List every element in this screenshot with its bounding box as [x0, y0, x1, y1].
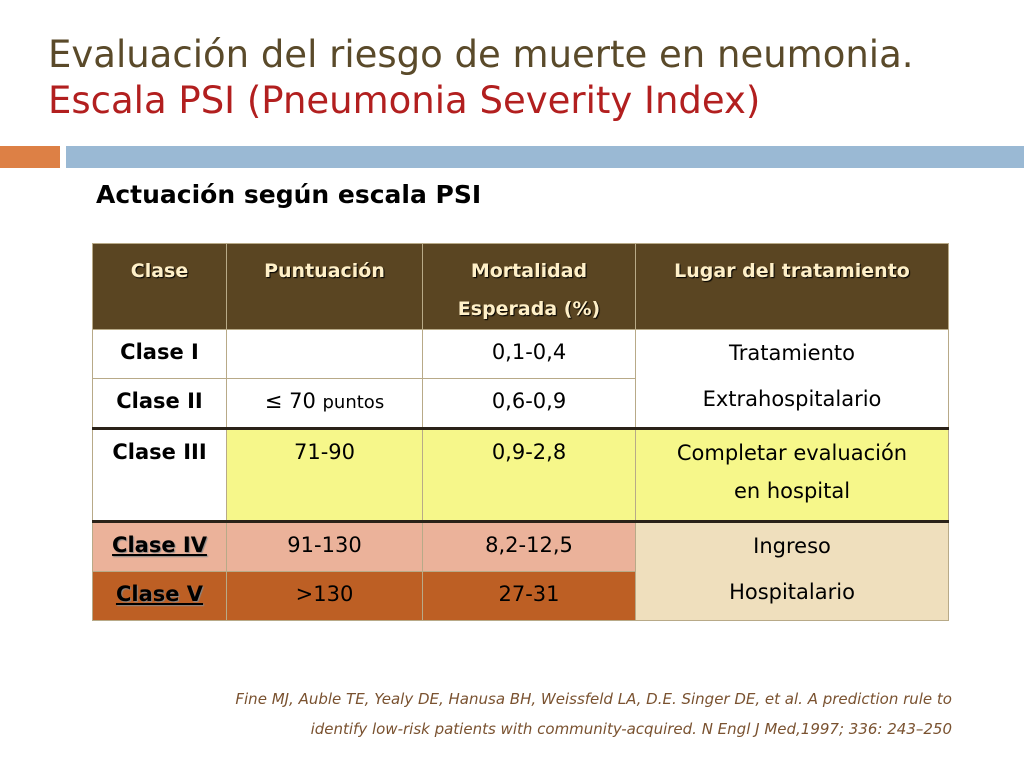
cell-mortalidad-5: 27-31	[422, 571, 636, 621]
table-row-clase-2: Clase II ≤ 70 puntos 0,6-0,9	[92, 378, 949, 429]
accent-bar-orange	[0, 146, 60, 168]
lugar-evaluacion-line-2: en hospital	[733, 479, 851, 503]
cell-lugar-evaluacion: Completar evaluación en hospital	[635, 427, 949, 522]
table-header-row: Clase Puntuación Mortalidad Esperada (%)…	[92, 243, 949, 330]
cell-mortalidad-3: 0,9-2,8	[422, 427, 636, 522]
header-clase: Clase	[92, 243, 227, 330]
puntuacion-unit-2: puntos	[322, 392, 385, 413]
cell-lugar-extrahospitalario: Tratamiento Extrahospitalario	[635, 329, 949, 429]
cell-puntuacion-1	[226, 329, 423, 379]
lugar-extrahospitalario-line-1: Tratamiento	[729, 341, 855, 365]
cell-clase-4: Clase IV	[92, 520, 227, 572]
slide-title: Evaluación del riesgo de muerte en neumo…	[48, 32, 914, 124]
table-row-clase-5: Clase V >130 27-31	[92, 571, 949, 621]
cell-mortalidad-2: 0,6-0,9	[422, 378, 636, 429]
header-lugar: Lugar del tratamiento	[635, 243, 949, 330]
psi-table: Clase Puntuación Mortalidad Esperada (%)…	[92, 243, 949, 621]
cell-clase-1: Clase I	[92, 329, 227, 379]
lugar-evaluacion-line-1: Completar evaluación	[676, 441, 908, 465]
cell-puntuacion-2: ≤ 70 puntos	[226, 378, 423, 429]
cell-clase-5: Clase V	[92, 571, 227, 621]
clase-5-label: Clase V	[115, 582, 204, 606]
citation-line-1: Fine MJ, Auble TE, Yealy DE, Hanusa BH, …	[235, 690, 952, 708]
cell-clase-3: Clase III	[92, 427, 227, 522]
cell-clase-2: Clase II	[92, 378, 227, 429]
lugar-ingreso-line-1: Ingreso	[753, 534, 831, 558]
citation-line-2: identify low-risk patients with communit…	[310, 720, 952, 738]
cell-puntuacion-4: 91-130	[226, 520, 423, 572]
less-equal-symbol: ≤	[264, 389, 283, 413]
puntuacion-value-2: 70	[289, 389, 316, 413]
title-line-2: Escala PSI (Pneumonia Severity Index)	[48, 79, 761, 122]
lugar-extrahospitalario-line-2: Extrahospitalario	[702, 387, 882, 411]
accent-bar-blue	[66, 146, 1024, 168]
header-mortalidad-line-1: Mortalidad	[470, 260, 588, 282]
title-line-1: Evaluación del riesgo de muerte en neumo…	[48, 33, 914, 76]
cell-puntuacion-3: 71-90	[226, 427, 423, 522]
cell-mortalidad-1: 0,1-0,4	[422, 329, 636, 379]
table-row-clase-3: Clase III 71-90 0,9-2,8 Completar evalua…	[92, 427, 949, 522]
clase-4-label: Clase IV	[112, 533, 207, 557]
header-mortalidad: Mortalidad Esperada (%)	[422, 243, 636, 330]
cell-lugar-ingreso: Ingreso Hospitalario	[635, 520, 949, 621]
slide-subtitle: Actuación según escala PSI	[96, 180, 482, 209]
header-mortalidad-line-2: Esperada (%)	[457, 298, 601, 320]
table-row-clase-1: Clase I 0,1-0,4 Tratamiento Extrahospita…	[92, 329, 949, 429]
header-puntuacion: Puntuación	[226, 243, 423, 330]
table-row-clase-4: Clase IV 91-130 8,2-12,5 Ingreso Hospita…	[92, 520, 949, 621]
citation: Fine MJ, Auble TE, Yealy DE, Hanusa BH, …	[52, 684, 952, 744]
cell-mortalidad-4: 8,2-12,5	[422, 520, 636, 572]
cell-puntuacion-5: >130	[226, 571, 423, 621]
lugar-ingreso-line-2: Hospitalario	[729, 580, 855, 604]
